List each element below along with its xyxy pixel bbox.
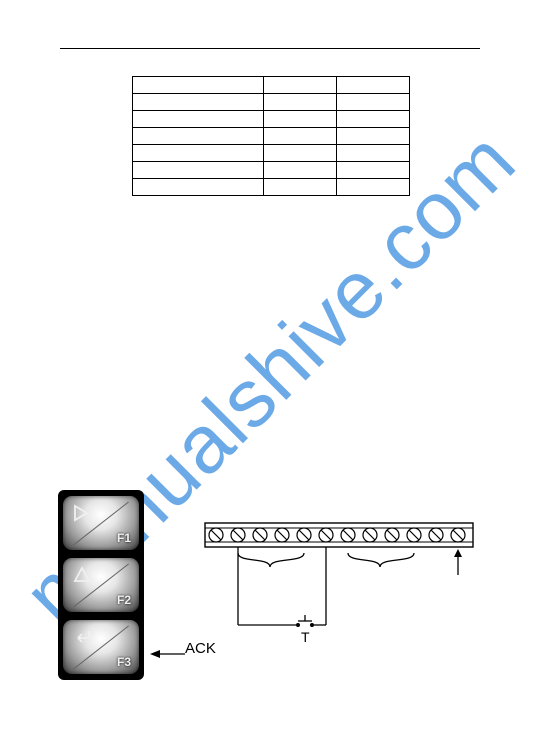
brace-right — [348, 553, 414, 567]
table-row — [133, 128, 410, 145]
terminal-block-diagram: T — [200, 505, 490, 665]
up-triangle-icon — [73, 566, 91, 584]
brace-left — [238, 553, 304, 567]
header-rule — [60, 48, 480, 49]
key-label: F2 — [117, 593, 131, 607]
key-f2[interactable]: F2 — [63, 558, 139, 612]
table-row — [133, 145, 410, 162]
keypad: F1 F2 F3 — [58, 490, 144, 680]
key-label: F1 — [117, 531, 131, 545]
key-f3[interactable]: F3 — [63, 620, 139, 674]
key-f1[interactable]: F1 — [63, 496, 139, 550]
data-table — [132, 76, 410, 196]
table-row — [133, 94, 410, 111]
return-icon — [73, 628, 93, 646]
table-row — [133, 162, 410, 179]
table-row — [133, 77, 410, 94]
table-row — [133, 179, 410, 196]
manual-page: manualshive.com F1 F2 F3 ACK — [0, 0, 540, 756]
ack-arrow-icon — [150, 648, 185, 660]
key-label: F3 — [117, 655, 131, 669]
switch-label: T — [301, 629, 310, 645]
play-icon — [73, 504, 91, 522]
screws — [209, 528, 465, 542]
table-row — [133, 111, 410, 128]
